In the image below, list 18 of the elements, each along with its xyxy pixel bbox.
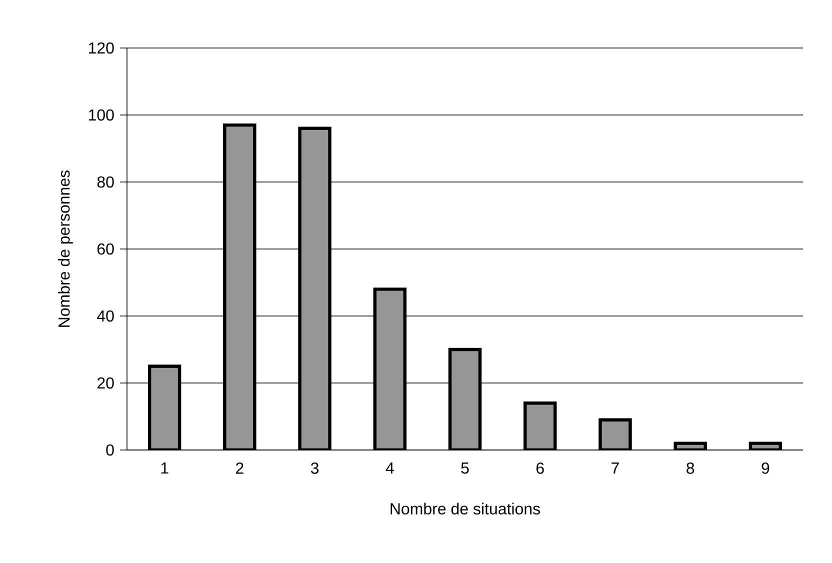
y-tick-label: 40: [97, 310, 114, 322]
x-tick-label: 3: [310, 462, 319, 474]
x-tick-label: 7: [612, 462, 619, 474]
y-tick-label: 120: [88, 42, 114, 54]
y-tick-label: 80: [97, 176, 114, 188]
y-axis-title: Nombre de personnes: [58, 170, 73, 327]
x-axis-title: Nombre de situations: [390, 502, 540, 514]
x-tick-label: 9: [762, 462, 770, 474]
y-tick-label: 0: [106, 444, 114, 456]
x-tick-label: 8: [686, 462, 694, 474]
x-tick-label: 1: [161, 462, 168, 474]
x-tick-label: 6: [536, 462, 544, 474]
y-tick-label: 60: [97, 243, 114, 255]
y-tick-label: 100: [88, 109, 114, 121]
x-tick-label: 5: [461, 462, 469, 474]
x-tick-label: 2: [236, 462, 244, 474]
x-tick-label: 4: [386, 462, 394, 474]
y-tick-label: 20: [97, 377, 114, 389]
